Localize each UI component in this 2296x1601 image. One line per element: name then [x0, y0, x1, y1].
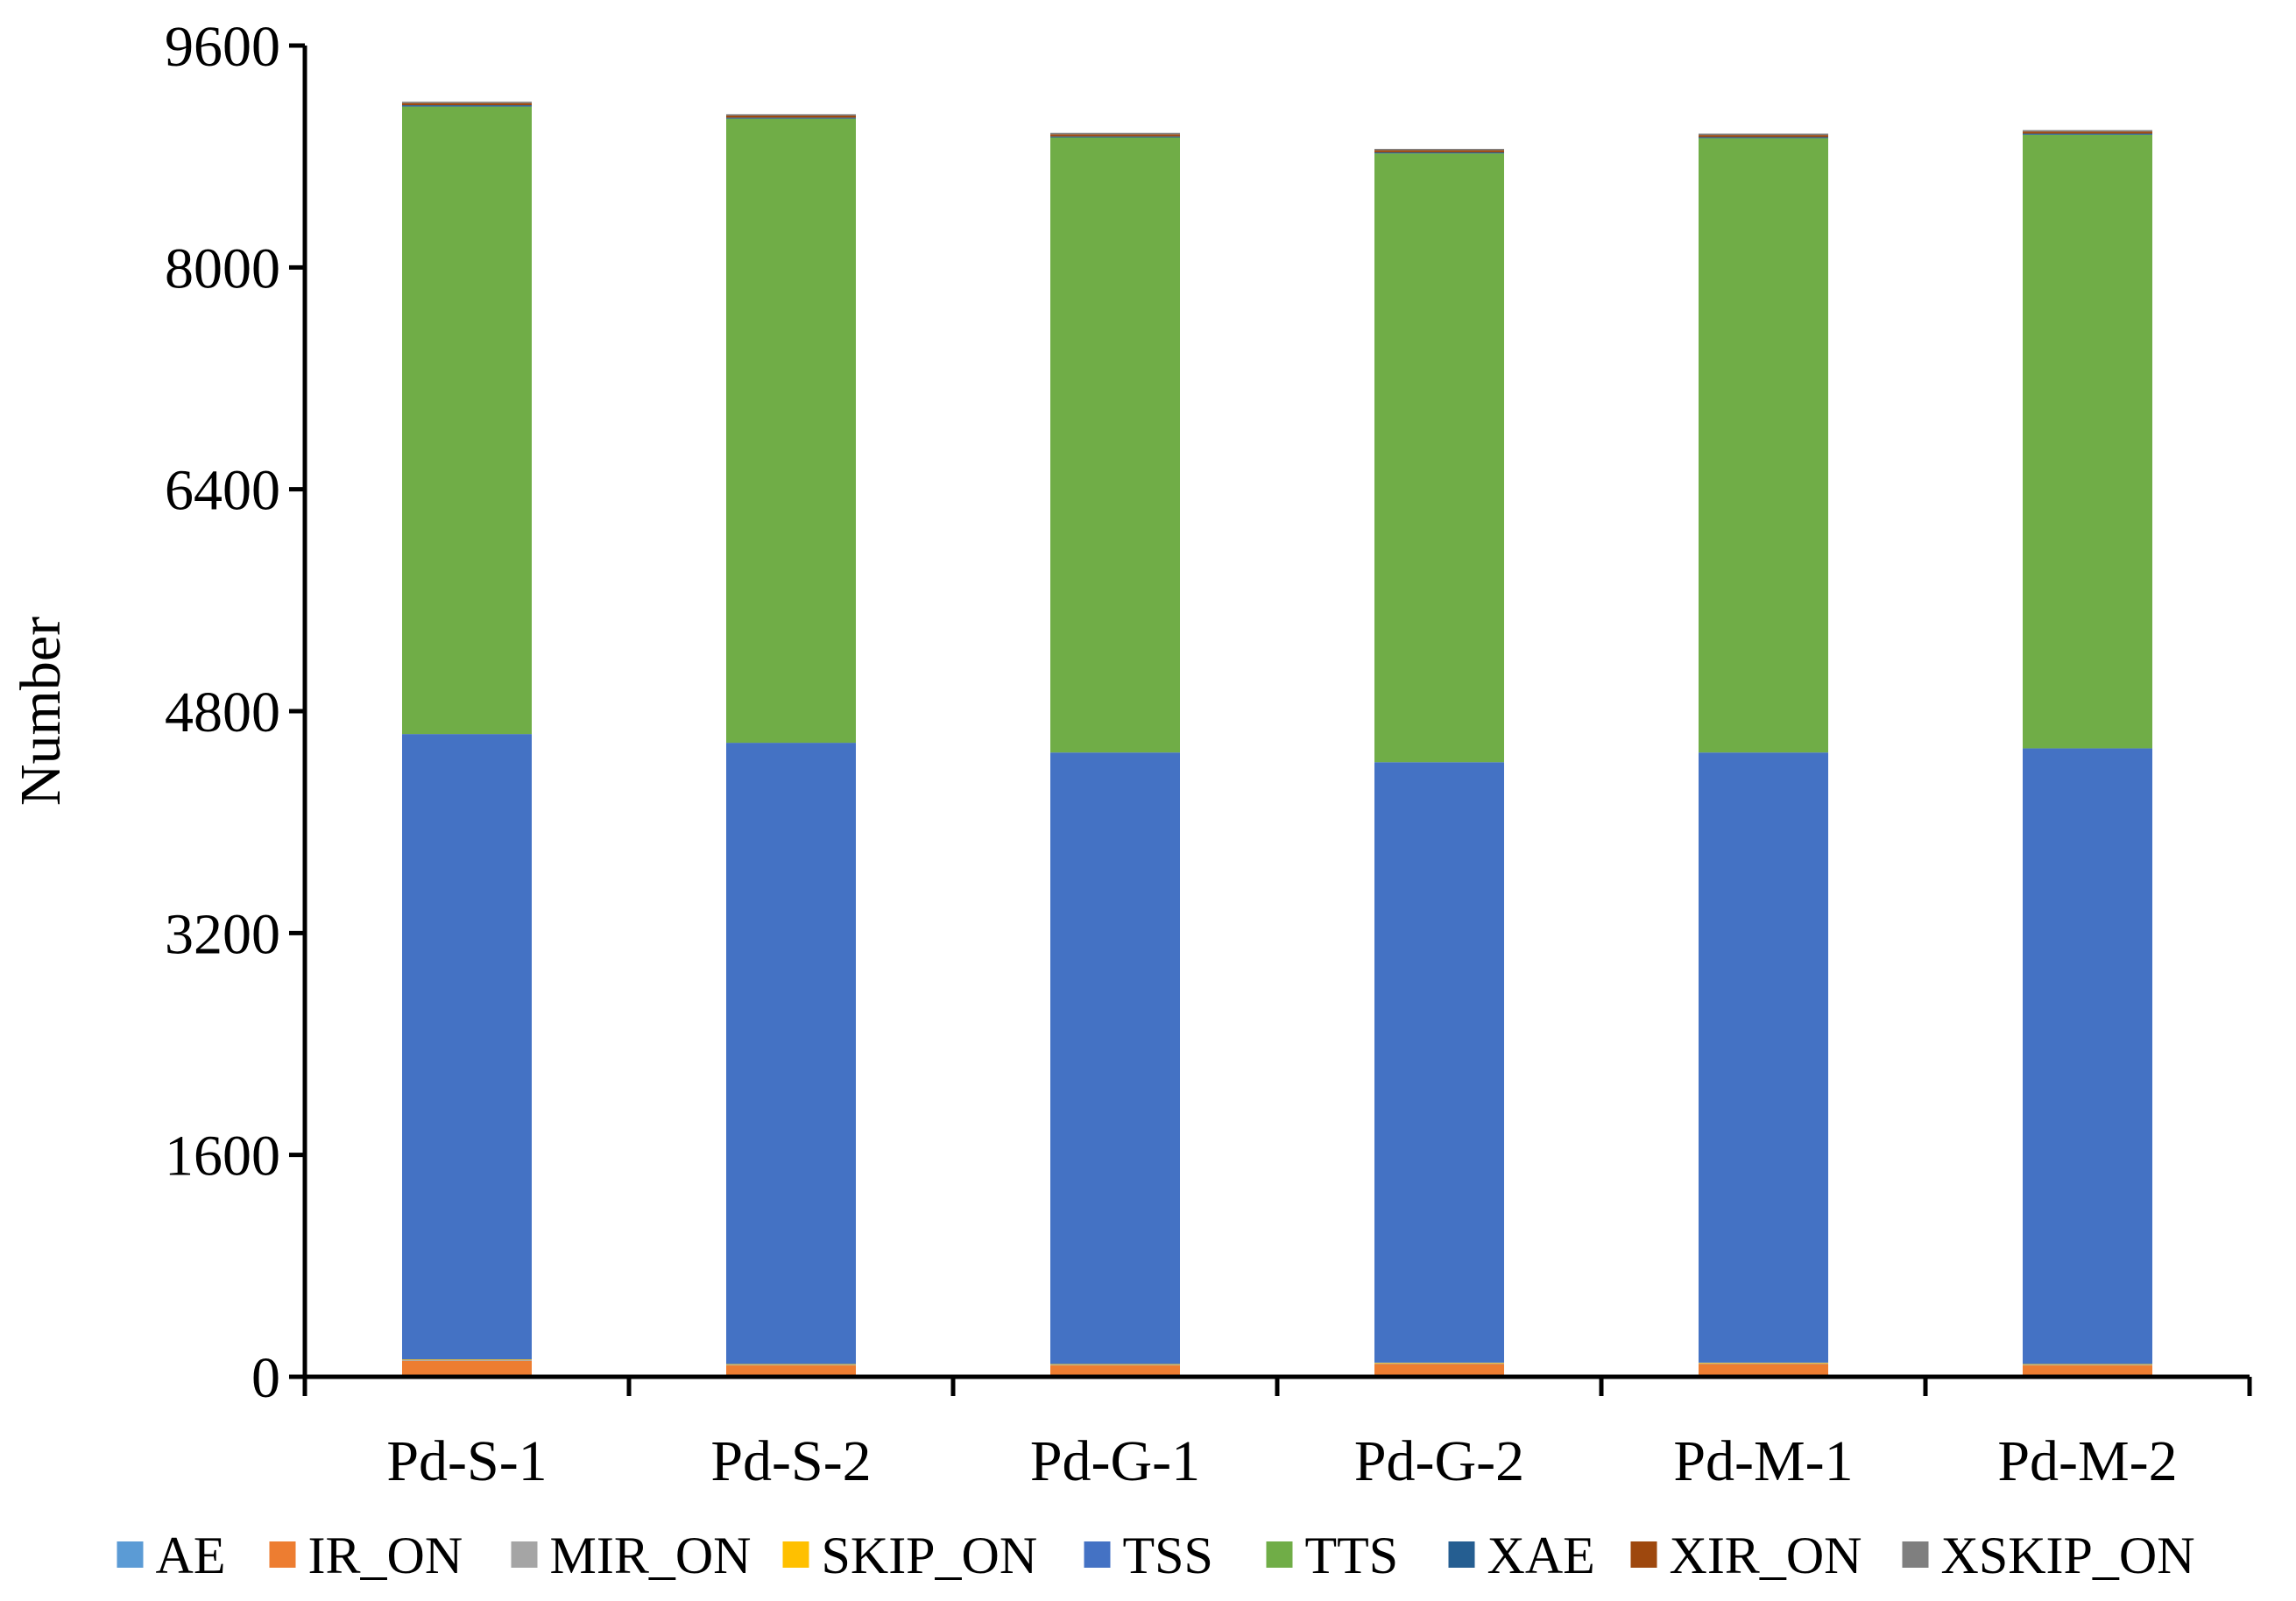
legend-swatch [1084, 1541, 1111, 1568]
y-axis-ticks: 0 1600 3200 4800 6400 8000 9600 [165, 15, 305, 1410]
legend-label: MIR_ON [550, 1527, 752, 1584]
legend-label: AE [156, 1527, 226, 1584]
legend-label: TTS [1305, 1527, 1399, 1584]
x-tick-label: Pd-S-1 [386, 1429, 547, 1493]
legend-swatch [1448, 1541, 1475, 1568]
y-tick-label: 4800 [165, 681, 280, 744]
y-tick-label: 0 [251, 1346, 280, 1410]
x-tick-label: Pd-S-2 [710, 1429, 871, 1493]
x-tick-label: Pd-M-2 [1997, 1429, 2177, 1493]
bar-segment-xae [726, 117, 856, 119]
bar-segment-tss [726, 743, 856, 1365]
legend-label: XAE [1487, 1527, 1595, 1584]
legend-swatch [1902, 1541, 1929, 1568]
bar-segment-skip-on [2023, 1364, 2152, 1365]
legend-label: TSS [1123, 1527, 1213, 1584]
legend-swatch [782, 1541, 809, 1568]
bar-segment-xir-on [402, 102, 532, 106]
bar-segment-xskip-on [1699, 133, 1828, 136]
bar-segment-xae [402, 105, 532, 107]
bar-segment-tts [2023, 134, 2152, 749]
legend-swatch [511, 1541, 538, 1568]
bar-segment-skip-on [402, 1359, 532, 1360]
y-axis-title: Number [9, 617, 73, 806]
legend-swatch [1630, 1541, 1657, 1568]
bar-segment-xir-on [726, 115, 856, 118]
x-tick-label: Pd-G-1 [1030, 1429, 1200, 1493]
bar-segment-ir-on [726, 1365, 856, 1376]
y-tick-label: 9600 [165, 15, 280, 79]
legend-swatch [1266, 1541, 1293, 1568]
x-tick-label: Pd-G-2 [1354, 1429, 1524, 1493]
bar-segment-xskip-on [1374, 148, 1504, 151]
bar-segment-xskip-on [726, 114, 856, 116]
y-tick-label: 6400 [165, 459, 280, 523]
y-tick-label: 1600 [165, 1125, 280, 1188]
bar-segment-skip-on [726, 1364, 856, 1365]
bar-segment-tss [1050, 752, 1180, 1365]
bar-segment-xskip-on [2023, 130, 2152, 132]
legend-label: SKIP_ON [822, 1527, 1038, 1584]
bar-segment-tss [402, 734, 532, 1360]
bar-segment-tts [1374, 153, 1504, 763]
legend-label: XSKIP_ON [1941, 1527, 2195, 1584]
bar-segment-ir-on [1374, 1364, 1504, 1376]
bars [402, 102, 2152, 1377]
bar-segment-mir-on [402, 1360, 532, 1361]
bar-segment-xir-on [1374, 150, 1504, 152]
bar-segment-ir-on [2023, 1365, 2152, 1376]
bar-segment-skip-on [1699, 1362, 1828, 1364]
y-tick-label: 8000 [165, 236, 280, 300]
x-tick-label: Pd-M-1 [1673, 1429, 1853, 1493]
x-axis-ticks: Pd-S-1 Pd-S-2 Pd-G-1 Pd-G-2 Pd-M-1 Pd-M-2 [302, 1377, 2252, 1493]
bar-segment-tss [1374, 762, 1504, 1363]
bar-segment-ir-on [402, 1360, 532, 1375]
bar-segment-ir-on [1699, 1364, 1828, 1376]
bar-segment-tts [1699, 138, 1828, 753]
bar-segment-tss [2023, 748, 2152, 1365]
bar-segment-xskip-on [1050, 132, 1180, 135]
bar-segment-tts [726, 118, 856, 744]
bar-segment-skip-on [1374, 1362, 1504, 1364]
bar-segment-mir-on [1699, 1363, 1828, 1365]
legend-swatch [269, 1541, 296, 1568]
bar-segment-ir-on [1050, 1365, 1180, 1376]
bar-segment-xir-on [2023, 131, 2152, 134]
bar-segment-xir-on [1050, 134, 1180, 137]
bar-segment-skip-on [1050, 1364, 1180, 1365]
y-tick-label: 3200 [165, 902, 280, 966]
bar-segment-xae [1050, 136, 1180, 138]
bar-segment-xae [2023, 133, 2152, 135]
bar-segment-tts [1050, 137, 1180, 753]
bar-segment-xskip-on [402, 102, 532, 103]
bar-segment-tss [1699, 752, 1828, 1363]
bar-segment-xir-on [1699, 135, 1828, 138]
legend-swatch [117, 1541, 144, 1568]
axes [289, 46, 2250, 1379]
legend-label: IR_ON [308, 1527, 463, 1584]
bar-segment-tts [402, 106, 532, 735]
bar-segment-xae [1374, 152, 1504, 154]
legend-label: XIR_ON [1670, 1527, 1862, 1584]
bar-segment-mir-on [1374, 1363, 1504, 1365]
legend: AE IR_ON MIR_ON SKIP_ON TSS TTS XAE XIR_ON XSKIP… [117, 1527, 2195, 1584]
